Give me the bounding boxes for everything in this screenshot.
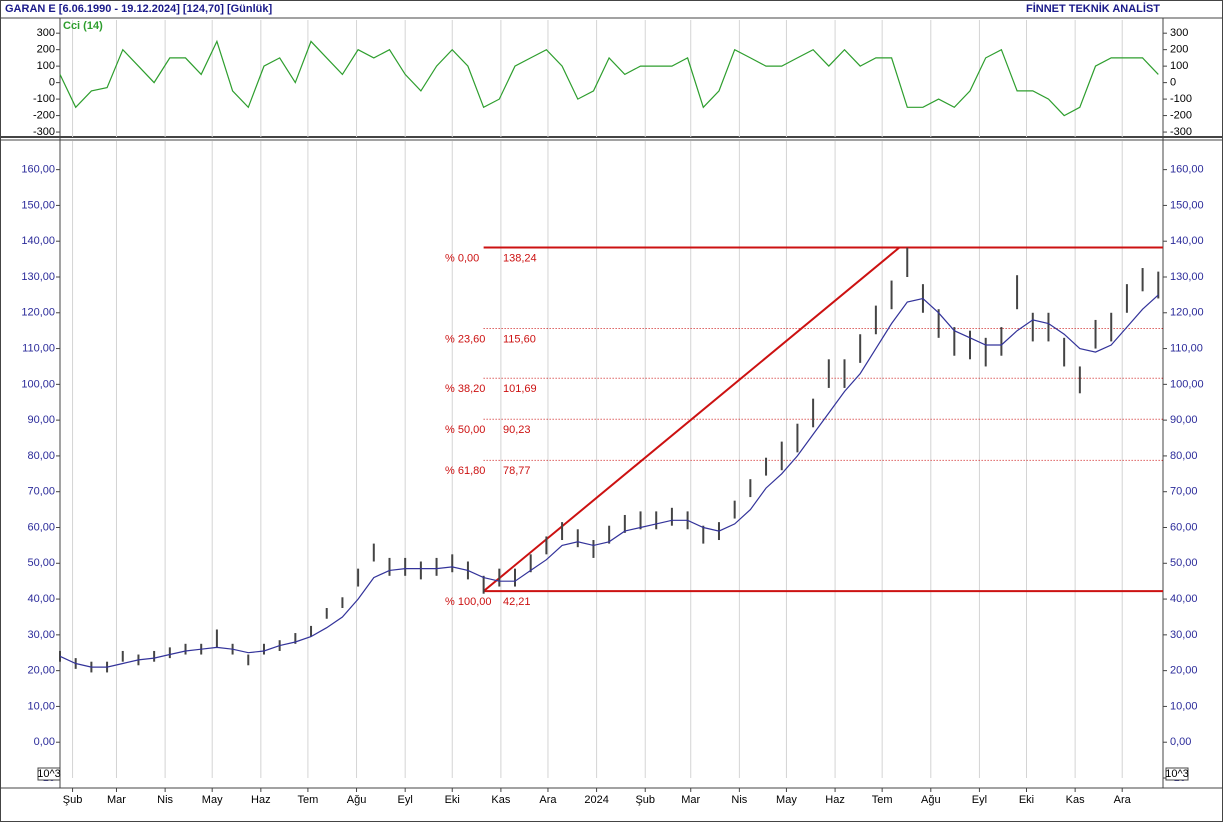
y-tick-label: 100 (1170, 60, 1188, 72)
y-tick-label: 10,00 (1170, 700, 1198, 712)
y-tick-label: 110,00 (1170, 342, 1203, 354)
x-tick-label: Tem (298, 794, 319, 806)
fib-ratio: % 23,60 (445, 333, 485, 345)
x-tick-label: Şub (63, 794, 83, 806)
legend-label: Cci (14) (63, 20, 103, 32)
y-tick-label: 40,00 (1170, 593, 1198, 605)
y-tick-label: 30,00 (27, 629, 55, 641)
fib-value: 115,60 (503, 333, 536, 345)
y-tick-label: 0 (1170, 77, 1176, 89)
y-tick-label: 70,00 (27, 486, 55, 498)
fib-value: 78,77 (503, 465, 531, 477)
fib-value: 90,23 (503, 424, 531, 436)
y-tick-label: -100 (1170, 93, 1192, 105)
y-tick-label: 20,00 (27, 665, 55, 677)
fib-value: 101,69 (503, 383, 537, 395)
fib-ratio: % 50,00 (445, 424, 485, 436)
x-tick-label: Ara (1114, 794, 1132, 806)
fib-value: 138,24 (503, 252, 537, 264)
y-tick-label: 80,00 (1170, 450, 1198, 462)
unit-label: 10^3 (37, 768, 61, 780)
y-tick-label: 50,00 (1170, 557, 1198, 569)
cci-line (59, 39, 1159, 117)
y-tick-label: -300 (33, 126, 55, 138)
y-tick-label: 100 (37, 60, 55, 72)
x-tick-label: Eyl (398, 794, 413, 806)
y-tick-label: 100,00 (21, 378, 55, 390)
y-tick-label: 300 (37, 27, 55, 39)
fib-ratio: % 61,80 (445, 465, 485, 477)
y-tick-label: 130,00 (1170, 271, 1204, 283)
unit-label: 10^3 (1165, 768, 1189, 780)
x-tick-label: Kas (1066, 794, 1085, 806)
y-tick-label: 140,00 (1170, 235, 1204, 247)
y-tick-label: 160,00 (1170, 164, 1204, 176)
fib-value: 42,21 (503, 596, 531, 608)
y-tick-label: -300 (1170, 126, 1192, 138)
x-tick-label: Nis (731, 794, 747, 806)
fib-ratio: % 38,20 (445, 383, 485, 395)
unit-box (37, 767, 61, 781)
y-tick-label: 20,00 (1170, 665, 1198, 677)
y-tick-label: 150,00 (21, 199, 55, 211)
x-tick-label: Nis (157, 794, 173, 806)
x-tick-label: Eyl (972, 794, 987, 806)
x-tick-label: Mar (107, 794, 126, 806)
y-tick-label: 90,00 (1170, 414, 1198, 426)
y-tick-label: 60,00 (1170, 521, 1198, 533)
header-brand: FİNNET TEKNİK ANALİST (1026, 2, 1160, 15)
x-tick-label: Haz (251, 794, 271, 806)
header-title: GARAN E [6.06.1990 - 19.12.2024] [124,70… (5, 3, 273, 15)
x-tick-label: Tem (872, 794, 893, 806)
y-tick-label: 100,00 (1170, 378, 1204, 390)
y-tick-label: 90,00 (27, 414, 55, 426)
y-tick-label: -200 (1170, 109, 1192, 121)
x-tick-label: May (776, 794, 797, 806)
x-tick-label: Kas (491, 794, 510, 806)
x-tick-label: Mar (681, 794, 700, 806)
y-tick-label: 0,00 (1170, 736, 1191, 748)
y-tick-label: 70,00 (1170, 486, 1198, 498)
y-tick-label: 140,00 (21, 235, 55, 247)
y-tick-label: 60,00 (27, 521, 55, 533)
y-tick-label: 0,00 (34, 736, 55, 748)
x-tick-label: May (202, 794, 223, 806)
y-tick-label: 50,00 (27, 557, 55, 569)
y-tick-label: 10,00 (27, 700, 55, 712)
x-tick-label: Ağu (921, 794, 941, 806)
y-tick-label: -200 (33, 109, 55, 121)
x-tick-label: Şub (635, 794, 655, 806)
y-tick-label: 40,00 (27, 593, 55, 605)
y-tick-label: 120,00 (21, 307, 55, 319)
x-tick-label: Eki (445, 794, 460, 806)
y-tick-label: 200 (37, 44, 55, 56)
y-tick-label: 110,00 (22, 342, 55, 354)
x-tick-label: Ara (539, 794, 557, 806)
x-tick-label: Eki (1019, 794, 1034, 806)
y-tick-label: 120,00 (1170, 307, 1204, 319)
y-tick-label: 80,00 (27, 450, 55, 462)
y-tick-label: 0 (49, 77, 55, 89)
y-tick-label: -100 (33, 93, 55, 105)
y-tick-label: 30,00 (1170, 629, 1198, 641)
y-tick-label: 130,00 (21, 271, 55, 283)
moving-average (59, 294, 1159, 668)
x-tick-label: Ağu (347, 794, 367, 806)
y-tick-label: 200 (1170, 44, 1188, 56)
fib-trend-line (482, 246, 901, 592)
y-tick-label: 150,00 (1170, 199, 1204, 211)
y-tick-label: 300 (1170, 27, 1188, 39)
x-tick-label: Haz (825, 794, 845, 806)
fib-ratio: % 0,00 (445, 252, 479, 264)
unit-box (1165, 767, 1189, 781)
y-tick-label: 160,00 (21, 164, 55, 176)
x-tick-label: 2024 (584, 794, 608, 806)
fib-ratio: % 100,00 (445, 596, 491, 608)
